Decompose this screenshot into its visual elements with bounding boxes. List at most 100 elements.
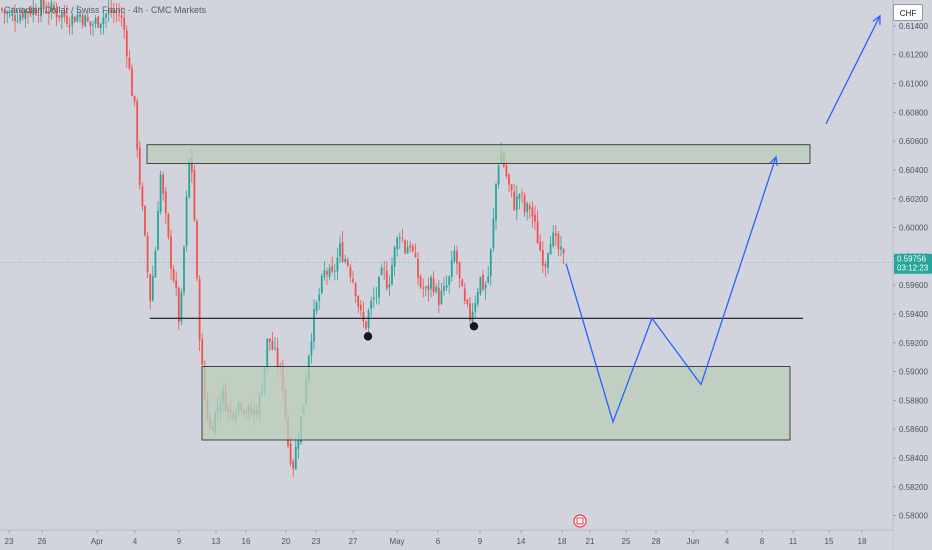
candle-body — [294, 446, 297, 469]
candle-body — [172, 269, 175, 281]
candle-body — [523, 194, 526, 213]
candle-body — [58, 15, 61, 18]
candle-body — [432, 277, 435, 292]
x-tick-label: 20 — [282, 537, 291, 546]
candle-body — [6, 13, 9, 15]
candle-body — [505, 165, 508, 177]
candle-body — [393, 247, 396, 267]
candle-body — [183, 246, 185, 292]
candle-body — [131, 68, 133, 96]
candle-body — [380, 267, 383, 275]
candle-body — [375, 295, 378, 297]
candle-body — [149, 274, 152, 301]
candle-body — [445, 284, 448, 288]
projection-path — [565, 156, 777, 425]
candle-body — [456, 250, 458, 264]
candle-body — [476, 292, 479, 305]
candle-body — [175, 280, 178, 289]
candle-body — [492, 218, 495, 249]
candle-body — [391, 265, 393, 285]
candle-body — [16, 20, 19, 22]
candle-body — [94, 18, 97, 25]
candle-body — [136, 100, 139, 150]
candle-body — [60, 13, 63, 18]
candle-body — [118, 14, 120, 16]
candle-body — [141, 186, 144, 207]
candle-body — [531, 207, 534, 217]
candle-body — [463, 288, 466, 301]
candle-body — [112, 11, 115, 13]
candle-body — [448, 276, 451, 285]
candle-body — [24, 10, 27, 19]
candle-body — [107, 9, 110, 14]
candle-body — [37, 15, 40, 16]
x-tick-label: 18 — [558, 537, 567, 546]
candle-body — [105, 13, 107, 18]
candle-body — [344, 259, 347, 262]
candle-body — [276, 348, 279, 367]
candle-body — [336, 257, 339, 272]
candle-body — [409, 245, 412, 248]
candle-body — [526, 203, 529, 212]
candle-body — [188, 159, 191, 198]
x-tick-label: 26 — [38, 537, 47, 546]
candle-body — [422, 287, 425, 289]
candle-body — [484, 284, 487, 289]
candle-body — [396, 237, 399, 250]
x-tick-label: 18 — [858, 537, 867, 546]
candle-body — [528, 205, 531, 209]
candle-body — [185, 196, 188, 246]
price-tag-value: 0.59756 — [897, 255, 926, 264]
candle-body — [341, 242, 344, 262]
candle-body — [495, 183, 497, 220]
candle-body — [120, 15, 123, 18]
candle-body — [14, 15, 16, 21]
candle-body — [466, 299, 469, 304]
candle-body — [339, 243, 341, 257]
y-tick-label: 0.61200 — [899, 51, 928, 60]
candle-body — [370, 300, 373, 309]
candle-body — [362, 311, 365, 322]
candle-body — [469, 303, 471, 321]
candle-body — [365, 321, 367, 329]
y-tick-label: 0.60400 — [899, 166, 928, 175]
candle-body — [315, 302, 318, 312]
candle-body — [27, 11, 29, 14]
candle-body — [443, 286, 445, 291]
x-tick-label: 9 — [177, 537, 182, 546]
candle-body — [354, 283, 357, 297]
candle-body — [167, 213, 170, 238]
currency-button[interactable]: CHF — [893, 4, 923, 21]
x-tick-label: 23 — [5, 537, 14, 546]
x-tick-label: 9 — [478, 537, 483, 546]
candle-body — [157, 210, 159, 251]
candle-body — [333, 270, 336, 272]
candle-body — [3, 10, 6, 14]
candle-body — [193, 170, 196, 221]
candle-body — [357, 295, 360, 307]
candle-body — [326, 271, 328, 275]
candle-body — [349, 267, 352, 278]
economic-event-icon — [573, 514, 587, 528]
price-tag-box — [894, 253, 932, 274]
y-tick-label: 0.61000 — [899, 80, 928, 89]
candle-body — [385, 270, 388, 289]
candle-body — [474, 303, 477, 312]
candle-body — [367, 310, 370, 328]
candle-body — [406, 247, 409, 254]
candle-body — [29, 11, 32, 15]
candle-body — [170, 236, 172, 269]
candle-body — [201, 339, 204, 365]
projection-arrowhead — [769, 155, 778, 166]
candle-body — [50, 3, 53, 13]
y-tick-label: 0.58200 — [899, 483, 928, 492]
candle-body — [66, 15, 68, 24]
y-tick-label: 0.60000 — [899, 224, 928, 233]
candle-body — [53, 5, 55, 11]
candle-body — [34, 8, 37, 15]
candle-body — [359, 304, 362, 311]
candle-body — [47, 11, 50, 14]
